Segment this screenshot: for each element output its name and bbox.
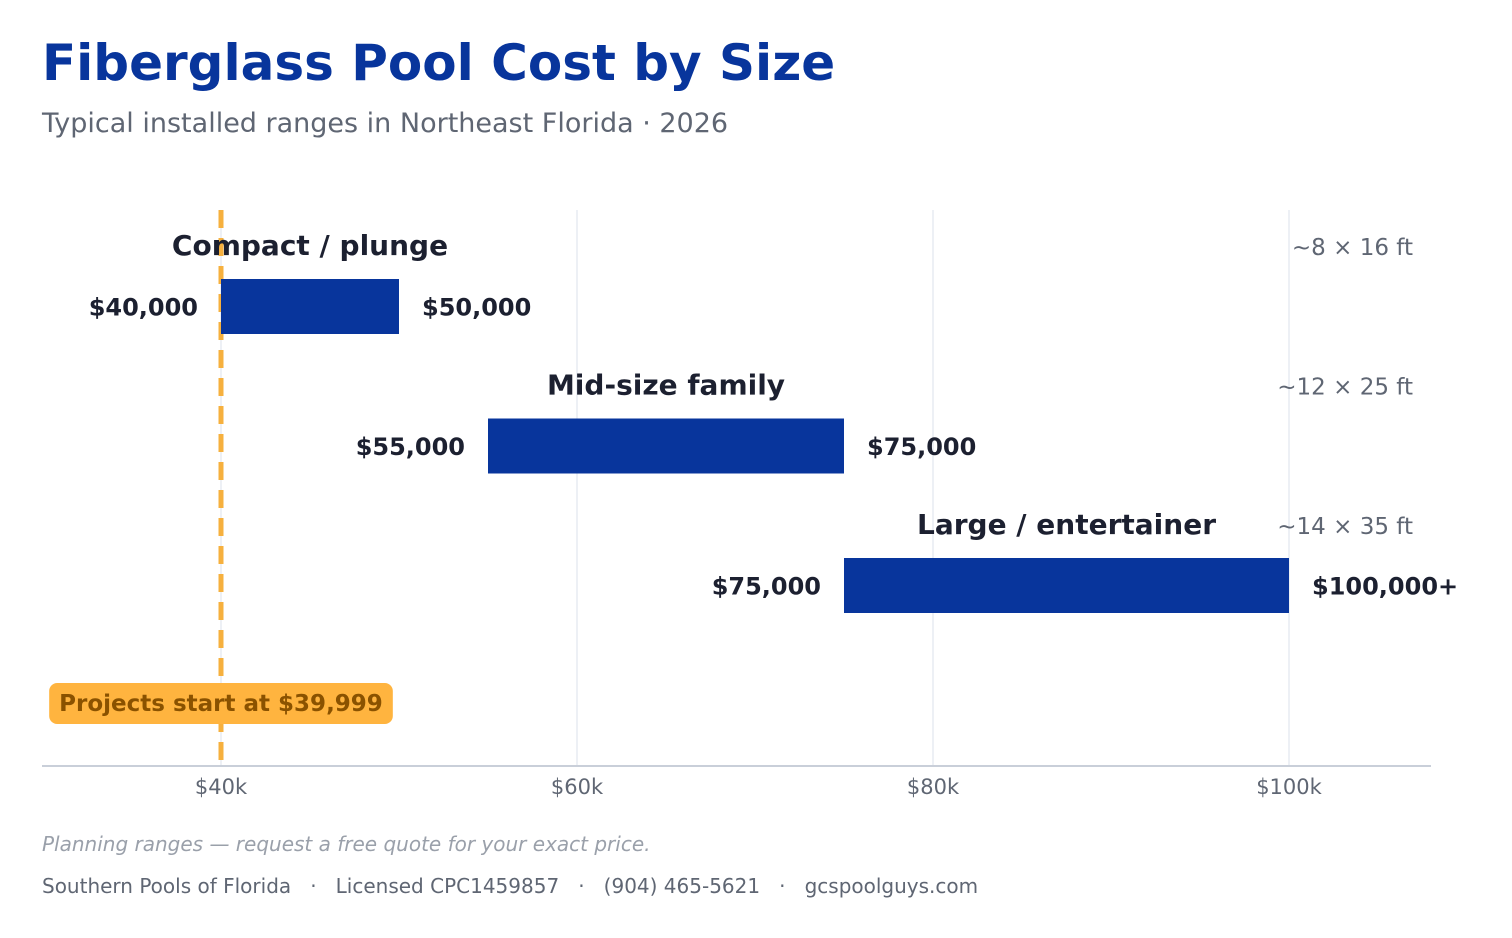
high-price-label: $100,000+: [1312, 573, 1458, 601]
pool-size-label: ~12 × 25 ft: [1277, 375, 1413, 401]
x-axis-ticks: $40k $60k $80k $100k: [195, 775, 1323, 799]
company-footer: Southern Pools of Florida · Licensed CPC…: [42, 874, 979, 898]
category-label: Compact / plunge: [172, 229, 448, 262]
reference-badge-label: Projects start at $39,999: [59, 691, 383, 717]
low-price-label: $75,000: [712, 573, 821, 601]
range-bar-chart: $40k $60k $80k $100k Compact / plunge ~8 × 1…: [42, 210, 1458, 799]
pool-size-label: ~14 × 35 ft: [1277, 514, 1413, 540]
x-tick-label: $40k: [195, 775, 248, 799]
high-price-label: $50,000: [422, 294, 531, 322]
low-price-label: $40,000: [89, 294, 198, 322]
category-label: Mid-size family: [547, 369, 785, 402]
x-tick-label: $60k: [551, 775, 604, 799]
category-label: Large / entertainer: [917, 508, 1216, 541]
x-tick-label: $100k: [1256, 775, 1322, 799]
range-bar: [221, 279, 399, 334]
pool-size-label: ~8 × 16 ft: [1292, 235, 1413, 261]
chart-subtitle: Typical installed ranges in Northeast Fl…: [42, 108, 729, 139]
range-bar: [488, 418, 844, 474]
x-tick-label: $80k: [907, 775, 960, 799]
reference-badge: Projects start at $39,999: [49, 683, 393, 724]
high-price-label: $75,000: [867, 433, 976, 461]
bars: Compact / plunge ~8 × 16 ft $40,000 $50,000…: [89, 229, 1458, 613]
chart-title: Fiberglass Pool Cost by Size: [42, 34, 836, 92]
reference-badge-background: [49, 683, 393, 724]
low-price-label: $55,000: [356, 433, 465, 461]
range-bar: [844, 558, 1289, 613]
planning-note: Planning ranges — request a free quote f…: [42, 832, 651, 856]
